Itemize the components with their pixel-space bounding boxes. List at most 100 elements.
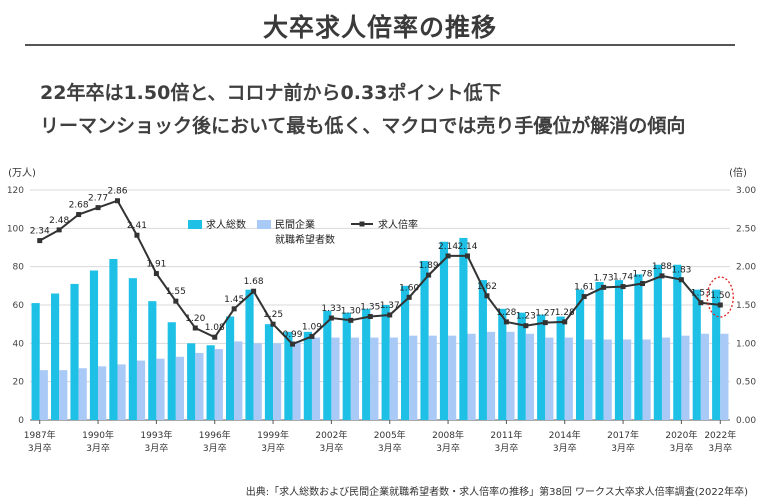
ratio-point — [445, 253, 451, 259]
ratio-data-label: 2.86 — [107, 187, 127, 197]
page-title: 大卒求人倍率の推移 — [262, 13, 497, 42]
x-tick-sublabel: 3月卒 — [203, 442, 227, 454]
ratio-point — [115, 198, 120, 204]
right-tick-label: 3.00 — [736, 186, 756, 196]
bar-seekers — [350, 337, 359, 420]
bar-seekers — [642, 339, 651, 420]
x-tick-sublabel: 3月卒 — [261, 442, 285, 454]
ratio-point — [406, 294, 412, 300]
ratio-point — [465, 253, 470, 259]
bar-seekers — [545, 337, 554, 420]
bar-seekers — [467, 333, 476, 420]
x-tick-sublabel: 3月卒 — [495, 442, 519, 454]
legend-seekers-swatch — [257, 220, 271, 229]
ratio-point — [270, 321, 276, 327]
ratio-point — [678, 277, 684, 283]
ratio-point — [387, 312, 393, 318]
bar-openings — [31, 303, 40, 420]
bar-seekers — [234, 341, 243, 420]
ratio-data-label: 2.14 — [457, 242, 477, 252]
bar-seekers — [117, 364, 126, 420]
ratio-data-label: 1.28 — [496, 308, 516, 318]
bar-seekers — [39, 370, 48, 420]
left-tick-label: 0 — [18, 416, 24, 426]
bar-openings — [420, 260, 429, 420]
ratio-data-label: 0.99 — [282, 330, 302, 340]
ratio-point — [698, 300, 704, 306]
ratio-data-label: 1.73 — [594, 273, 614, 283]
ratio-data-label: 1.25 — [263, 310, 283, 320]
ratio-point — [231, 306, 237, 312]
ratio-point — [620, 284, 626, 290]
bar-openings — [653, 264, 662, 420]
source-note: 出典:「求人総数および民間企業就職希望者数・求人倍率の推移」第38回 ワークス大… — [245, 487, 748, 498]
x-tick-label: 2020年 — [665, 429, 697, 441]
ratio-point — [192, 325, 198, 331]
x-tick-label: 2014年 — [549, 429, 581, 441]
ratio-point — [503, 319, 509, 325]
ratio-point — [309, 333, 315, 339]
bar-openings — [187, 343, 196, 420]
bar-seekers — [370, 337, 379, 420]
left-tick-label: 60 — [13, 301, 25, 311]
bar-openings — [439, 241, 449, 420]
bar-openings — [226, 316, 235, 420]
bar-seekers — [564, 337, 573, 420]
ratio-point — [523, 323, 529, 329]
bar-openings — [401, 285, 410, 420]
ratio-point — [659, 273, 665, 279]
left-tick-label: 20 — [13, 378, 25, 388]
bar-openings — [51, 293, 60, 420]
ratio-data-label: 1.35 — [360, 303, 380, 313]
x-tick-label: 1999年 — [257, 429, 289, 441]
x-tick-sublabel: 3月卒 — [86, 442, 110, 454]
ratio-point — [37, 238, 43, 244]
ratio-data-label: 2.14 — [438, 242, 458, 252]
ratio-point — [581, 294, 587, 300]
x-tick-sublabel: 3月卒 — [708, 442, 732, 454]
bar-seekers — [409, 335, 418, 420]
bar-seekers — [253, 343, 262, 420]
bar-seekers — [661, 337, 671, 420]
ratio-point — [95, 205, 101, 211]
legend-seekers-label: 民間企業 — [275, 218, 315, 231]
ratio-data-label: 2.41 — [127, 221, 147, 231]
bar-openings — [128, 278, 137, 420]
headline-line-1: 22年卒は1.50倍と、コロナ前から0.33ポイント低下 — [40, 82, 502, 104]
bar-openings — [595, 282, 604, 420]
ratio-point — [717, 302, 723, 308]
ratio-data-label: 1.53 — [691, 289, 711, 299]
bar-seekers — [214, 349, 223, 420]
highlight-circle — [706, 276, 734, 318]
ratio-point — [348, 317, 354, 323]
x-tick-sublabel: 3月卒 — [28, 442, 52, 454]
bar-openings — [634, 274, 643, 420]
bar-openings — [245, 289, 254, 420]
job-opening-ratio-chart: 120 3.00 100 2.50 80 2.00 60 1.50 40 1.00 20 0.50 0 0… — [7, 166, 757, 454]
x-tick-label: 1990年 — [82, 429, 114, 441]
ratio-point — [484, 293, 490, 299]
ratio-data-label: 1.78 — [632, 270, 652, 280]
bar-openings — [556, 316, 565, 420]
x-tick-label: 1987年 — [24, 429, 56, 441]
bar-seekers — [331, 337, 340, 420]
bar-seekers — [136, 360, 146, 420]
headline-line-2: リーマンショック後において最も低く、マクロでは売り手優位が解消の傾向 — [40, 115, 686, 137]
ratio-data-label: 2.77 — [88, 194, 108, 204]
ratio-data-label: 2.68 — [69, 201, 89, 211]
right-tick-label: 1.00 — [736, 339, 756, 349]
bar-openings — [323, 310, 332, 420]
bar-openings — [712, 289, 721, 420]
x-tick-sublabel: 3月卒 — [145, 442, 169, 454]
right-tick-label: 0.00 — [736, 416, 756, 426]
bar-seekers — [681, 335, 690, 420]
x-tick-label: 2017年 — [607, 429, 639, 441]
x-tick-sublabel: 3月卒 — [553, 442, 577, 454]
bar-openings — [381, 305, 390, 420]
ratio-data-label: 1.28 — [555, 308, 575, 318]
ratio-point — [328, 315, 334, 321]
ratio-line — [39, 199, 721, 346]
ratio-point — [367, 314, 373, 319]
bar-seekers — [98, 366, 107, 420]
ratio-data-label: 1.60 — [399, 283, 419, 293]
